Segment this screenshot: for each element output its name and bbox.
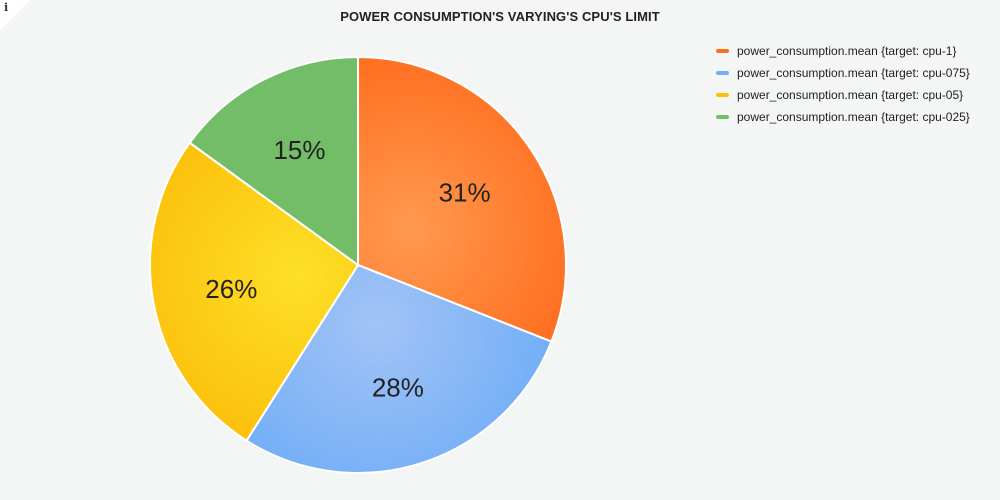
legend-item-cpu-05[interactable]: power_consumption.mean {target: cpu-05} bbox=[716, 84, 970, 106]
legend-item-cpu-1[interactable]: power_consumption.mean {target: cpu-1} bbox=[716, 40, 970, 62]
pie-slice[interactable] bbox=[245, 263, 553, 474]
legend-swatch bbox=[716, 93, 729, 97]
info-icon[interactable]: i bbox=[4, 1, 9, 14]
legend-swatch bbox=[716, 71, 729, 75]
pie-slices bbox=[149, 55, 567, 474]
legend-label: power_consumption.mean {target: cpu-025} bbox=[737, 110, 970, 124]
legend-swatch bbox=[716, 49, 729, 53]
legend-swatch bbox=[716, 115, 729, 119]
pie-slice[interactable] bbox=[188, 55, 359, 267]
info-corner[interactable] bbox=[0, 0, 30, 30]
legend-label: power_consumption.mean {target: cpu-075} bbox=[737, 66, 970, 80]
pie-labels: 31% 28% 26% 15% bbox=[205, 135, 490, 403]
pie-slice[interactable] bbox=[149, 141, 360, 443]
legend-label: power_consumption.mean {target: cpu-05} bbox=[737, 88, 964, 102]
legend: power_consumption.mean {target: cpu-1} p… bbox=[716, 40, 970, 128]
slice-label: 28% bbox=[372, 373, 424, 403]
legend-item-cpu-025[interactable]: power_consumption.mean {target: cpu-025} bbox=[716, 106, 970, 128]
chart-title: POWER CONSUMPTION'S VARYING'S CPU'S LIMI… bbox=[340, 9, 660, 24]
pie-slice[interactable] bbox=[357, 55, 567, 343]
legend-label: power_consumption.mean {target: cpu-1} bbox=[737, 44, 957, 58]
slice-label: 31% bbox=[439, 178, 491, 208]
slice-label: 26% bbox=[205, 274, 257, 304]
legend-item-cpu-075[interactable]: power_consumption.mean {target: cpu-075} bbox=[716, 62, 970, 84]
slice-label: 15% bbox=[273, 135, 325, 165]
